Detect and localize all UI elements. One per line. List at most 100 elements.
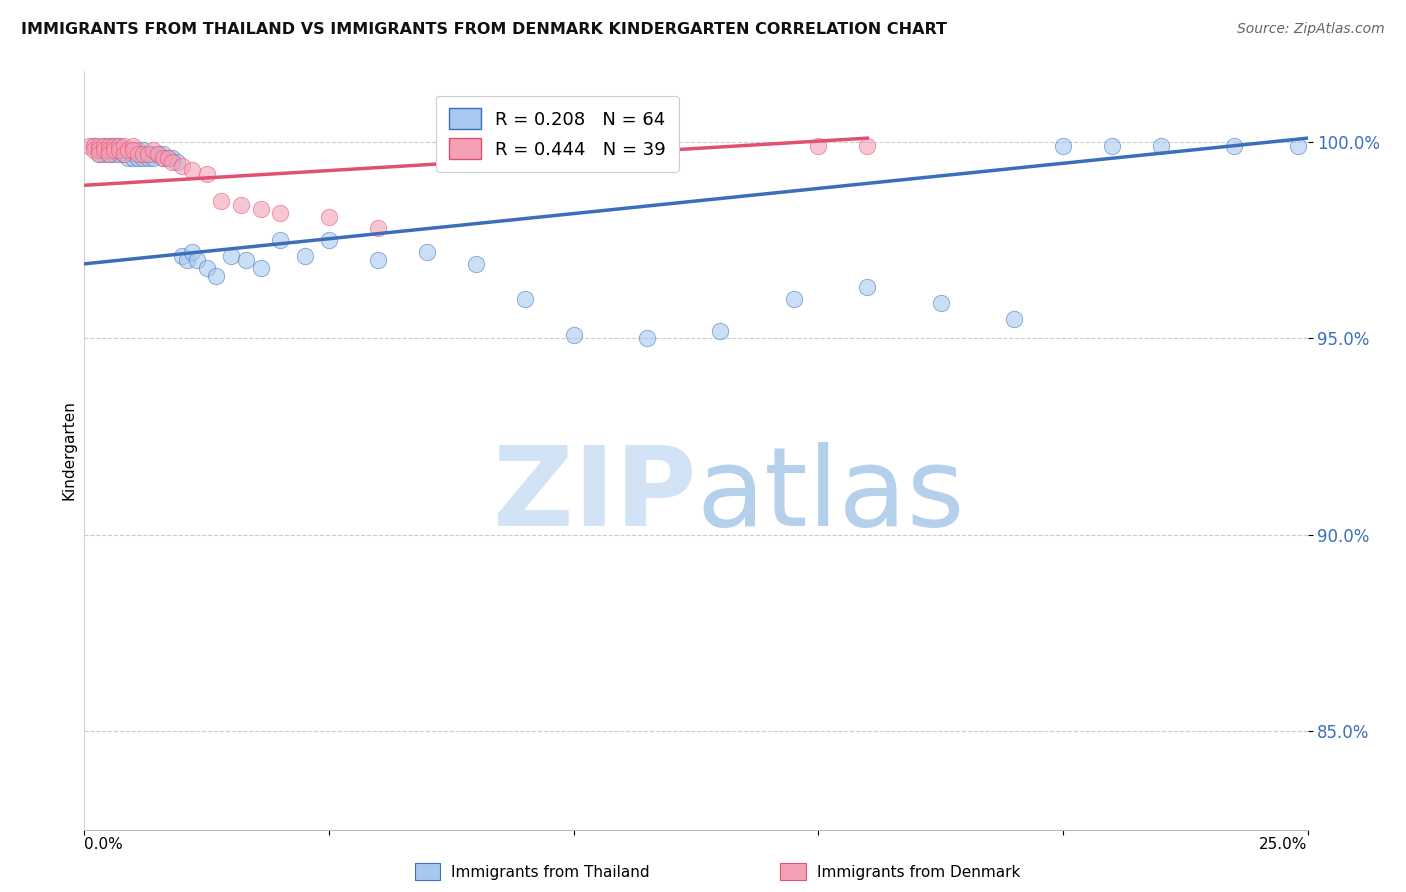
Point: [1223, 139, 1246, 153]
Point: [249, 202, 271, 216]
Point: [87, 143, 110, 157]
Point: [112, 139, 135, 153]
Point: [132, 143, 155, 157]
Point: [219, 249, 242, 263]
Point: [93, 143, 115, 157]
Point: [1286, 139, 1309, 153]
Text: ZIP: ZIP: [492, 442, 696, 549]
Point: [416, 245, 439, 260]
Point: [152, 151, 174, 165]
Point: [205, 268, 228, 283]
Point: [103, 146, 125, 161]
Point: [181, 162, 204, 177]
Point: [77, 139, 100, 153]
Point: [87, 143, 110, 157]
Point: [249, 260, 271, 275]
Text: Immigrants from Thailand: Immigrants from Thailand: [451, 865, 650, 880]
Point: [294, 249, 316, 263]
Text: Immigrants from Denmark: Immigrants from Denmark: [817, 865, 1021, 880]
Point: [103, 139, 125, 153]
Point: [132, 146, 155, 161]
Point: [156, 151, 179, 165]
Point: [856, 280, 879, 294]
Point: [83, 139, 105, 153]
Point: [318, 233, 340, 247]
Point: [636, 331, 658, 345]
Point: [112, 146, 135, 161]
Point: [195, 260, 218, 275]
Y-axis label: Kindergarten: Kindergarten: [60, 401, 76, 500]
Point: [112, 146, 135, 161]
Point: [783, 292, 806, 306]
Point: [1052, 139, 1074, 153]
Point: [122, 143, 145, 157]
Point: [97, 143, 120, 157]
Point: [166, 154, 188, 169]
Point: [162, 151, 184, 165]
Point: [176, 252, 198, 267]
Point: [122, 143, 145, 157]
Point: [136, 151, 159, 165]
Point: [136, 146, 159, 161]
Point: [87, 146, 110, 161]
Point: [209, 194, 232, 208]
Point: [132, 151, 155, 165]
Point: [513, 292, 536, 306]
Point: [152, 146, 174, 161]
Text: atlas: atlas: [696, 442, 965, 549]
Point: [107, 143, 129, 157]
Point: [97, 143, 120, 157]
Point: [107, 146, 129, 161]
Point: [807, 139, 830, 153]
Point: [83, 143, 105, 157]
Point: [83, 139, 105, 153]
Point: [146, 146, 169, 161]
Point: [107, 139, 129, 153]
Legend: R = 0.208   N = 64, R = 0.444   N = 39: R = 0.208 N = 64, R = 0.444 N = 39: [436, 95, 679, 171]
Point: [172, 159, 194, 173]
Point: [87, 139, 110, 153]
Point: [122, 146, 145, 161]
Point: [103, 143, 125, 157]
Point: [97, 146, 120, 161]
Point: [107, 143, 129, 157]
Point: [269, 233, 291, 247]
Point: [562, 327, 585, 342]
Point: [142, 143, 165, 157]
Point: [929, 296, 952, 310]
Point: [162, 154, 184, 169]
Point: [97, 139, 120, 153]
Point: [464, 257, 486, 271]
Point: [117, 143, 139, 157]
Text: IMMIGRANTS FROM THAILAND VS IMMIGRANTS FROM DENMARK KINDERGARTEN CORRELATION CHA: IMMIGRANTS FROM THAILAND VS IMMIGRANTS F…: [21, 22, 948, 37]
Point: [367, 252, 389, 267]
Point: [112, 143, 135, 157]
FancyBboxPatch shape: [415, 863, 440, 880]
Point: [107, 139, 129, 153]
Point: [103, 143, 125, 157]
Point: [1101, 139, 1123, 153]
Point: [856, 139, 879, 153]
Point: [136, 146, 159, 161]
FancyBboxPatch shape: [780, 863, 806, 880]
Point: [122, 139, 145, 153]
Point: [146, 146, 169, 161]
Point: [93, 139, 115, 153]
Point: [142, 151, 165, 165]
Point: [152, 151, 174, 165]
Point: [117, 151, 139, 165]
Point: [1002, 311, 1025, 326]
Point: [235, 252, 257, 267]
Point: [93, 146, 115, 161]
Point: [117, 143, 139, 157]
Point: [318, 210, 340, 224]
Point: [97, 139, 120, 153]
Point: [93, 143, 115, 157]
Point: [142, 146, 165, 161]
Point: [195, 167, 218, 181]
Text: Source: ZipAtlas.com: Source: ZipAtlas.com: [1237, 22, 1385, 37]
Point: [87, 146, 110, 161]
Point: [709, 324, 731, 338]
Point: [93, 139, 115, 153]
Point: [103, 139, 125, 153]
